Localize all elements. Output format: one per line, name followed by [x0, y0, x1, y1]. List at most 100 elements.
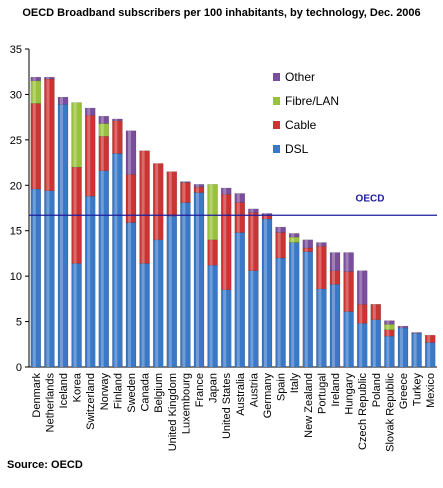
- bar-highlight: [413, 332, 417, 334]
- bar-highlight: [223, 188, 227, 195]
- bar-highlight: [223, 194, 227, 290]
- bar-highlight: [168, 171, 172, 217]
- bar-highlight: [386, 329, 390, 337]
- bar-highlight: [46, 190, 50, 367]
- bar-segment-fibre-lan: [30, 80, 42, 104]
- bar-segment-cable: [166, 171, 178, 217]
- bar-highlight: [223, 289, 227, 367]
- x-tick-label: Italy: [289, 373, 301, 394]
- bar-highlight: [182, 182, 186, 203]
- bar-highlight: [87, 108, 91, 116]
- legend-swatch-fibre-lan: [273, 97, 280, 105]
- bar-highlight: [128, 130, 131, 175]
- bar-highlight: [155, 163, 159, 240]
- bar-highlight: [100, 116, 104, 124]
- bar-highlight: [209, 265, 213, 367]
- bar-highlight: [291, 237, 295, 243]
- bar-highlight: [128, 222, 131, 367]
- x-tick-label: Finland: [112, 373, 124, 409]
- bar-highlight: [32, 77, 36, 81]
- bar-highlight: [100, 123, 104, 137]
- bar-segment-cable: [139, 150, 150, 264]
- x-tick-label: Belgium: [153, 373, 165, 413]
- bar-segment-dsl: [152, 239, 164, 368]
- bar-segment-cable: [125, 174, 137, 223]
- bar-segment-other: [98, 115, 110, 124]
- x-tick-label: Hungary: [344, 373, 356, 415]
- bar-segment-other: [316, 242, 327, 247]
- bar-highlight: [345, 271, 349, 312]
- bar-highlight: [318, 242, 322, 247]
- bar-highlight: [400, 326, 403, 328]
- bar-highlight: [141, 263, 145, 367]
- bar-highlight: [318, 288, 322, 367]
- bar-highlight: [291, 233, 295, 238]
- oecd-average-line: OECD: [29, 193, 437, 216]
- bar-highlight: [87, 115, 91, 197]
- bar-highlight: [236, 193, 240, 203]
- bar-segment-cable: [424, 334, 436, 343]
- bar-highlight: [209, 184, 213, 240]
- x-tick-label: Canada: [140, 372, 152, 411]
- bar-highlight: [100, 136, 104, 171]
- bar-highlight: [264, 213, 267, 216]
- bar-highlight: [264, 215, 267, 219]
- x-tick-label: United Kingdom: [167, 373, 179, 451]
- x-tick-label: Portugal: [316, 373, 328, 414]
- bar-segment-other: [343, 252, 354, 272]
- x-tick-label: Greece: [398, 373, 410, 409]
- bar-highlight: [277, 232, 281, 258]
- bar-segment-cable: [370, 304, 382, 321]
- legend-label: DSL: [285, 142, 309, 156]
- bar-segment-other: [356, 270, 368, 305]
- x-tick-label: Austria: [248, 372, 260, 407]
- bar-highlight: [427, 335, 431, 343]
- bar-segment-other: [397, 325, 409, 329]
- y-tick-label: 5: [16, 317, 22, 329]
- bar-highlight: [332, 284, 335, 367]
- bar-highlight: [182, 181, 186, 183]
- bar-segment-other: [302, 239, 314, 249]
- bar-segment-cable: [193, 186, 205, 193]
- bar-highlight: [114, 153, 118, 367]
- bar-highlight: [400, 327, 403, 367]
- bar-segment-dsl: [356, 323, 368, 368]
- bar-highlight: [250, 208, 254, 213]
- bar-segment-other: [248, 208, 259, 213]
- legend-swatch-other: [273, 73, 280, 81]
- bar-highlight: [359, 323, 363, 367]
- x-tick-label: Germany: [262, 373, 274, 419]
- y-tick-label: 15: [10, 226, 22, 238]
- bar-segment-fibre-lan: [71, 102, 82, 168]
- x-tick-label: New Zealand: [303, 373, 315, 438]
- x-tick-label: Luxembourg: [180, 373, 192, 434]
- x-tick-label: Japan: [208, 373, 220, 403]
- bar-highlight: [32, 103, 36, 189]
- bar-highlight: [345, 311, 349, 367]
- bar-highlight: [100, 170, 104, 367]
- x-tick-label: Mexico: [425, 373, 437, 408]
- bar-highlight: [141, 150, 145, 264]
- bar-segment-other: [125, 130, 137, 175]
- bar-segment-fibre-lan: [207, 184, 218, 241]
- y-tick-label: 25: [10, 135, 22, 147]
- chart-legend: Other Fibre/LAN Cable DSL: [273, 70, 339, 156]
- bar-highlight: [250, 212, 254, 271]
- oecd-line-label: OECD: [356, 193, 385, 204]
- x-tick-label: Iceland: [58, 373, 70, 408]
- bar-highlight: [155, 239, 159, 367]
- bar-segment-other: [329, 252, 341, 271]
- bar-highlight: [372, 319, 376, 367]
- bar-segment-other: [84, 107, 96, 116]
- x-tick-label: Ireland: [330, 373, 342, 407]
- bar-segment-other: [288, 233, 300, 238]
- x-tick-label: Korea: [72, 372, 84, 402]
- bar-highlight: [114, 120, 118, 154]
- bar-segment-other: [193, 184, 205, 188]
- bar-highlight: [413, 333, 417, 367]
- bar-segment-other: [57, 96, 69, 105]
- x-tick-label: Poland: [371, 373, 383, 407]
- source-note: Source: OECD: [7, 459, 83, 471]
- x-tick-label: Netherlands: [44, 373, 56, 433]
- bar-highlight: [277, 227, 281, 233]
